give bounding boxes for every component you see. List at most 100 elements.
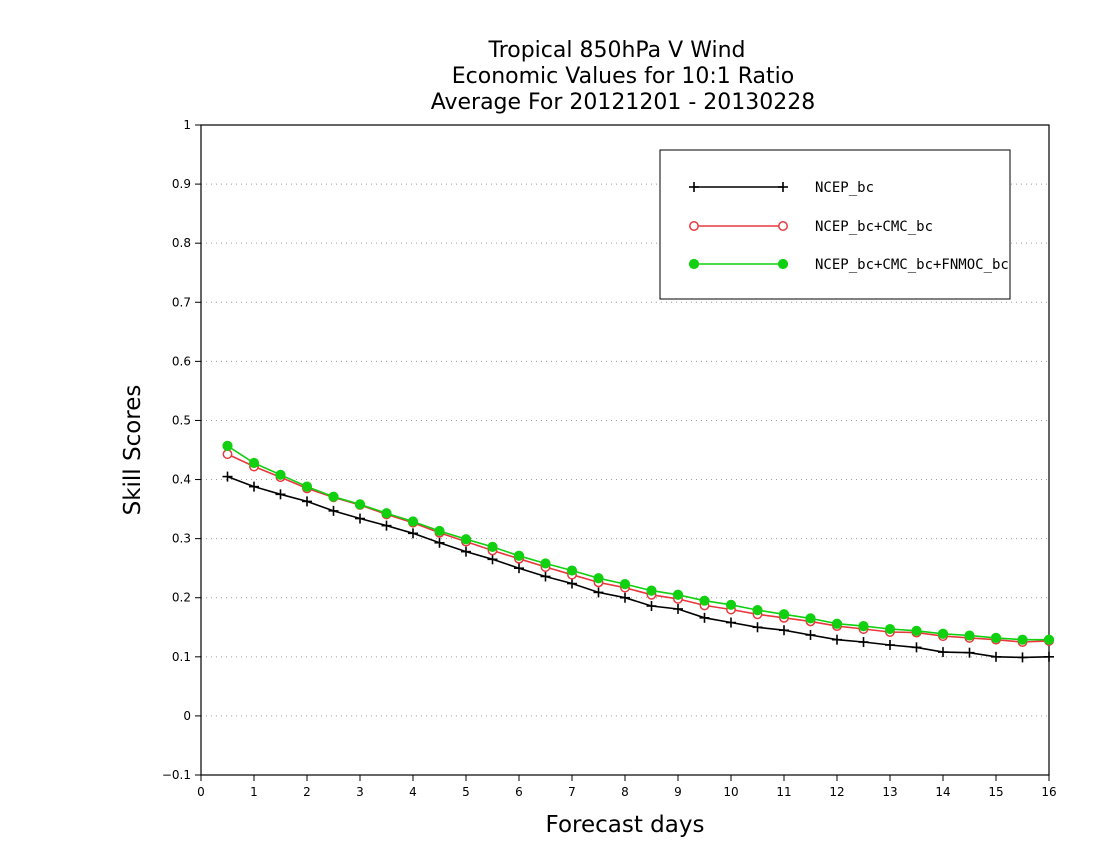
x-axis: 0 1 2 3 4 5 6 7 8 9 10 11 12 13 14 15 16 xyxy=(197,775,1057,799)
data-point xyxy=(778,609,790,620)
data-point xyxy=(381,508,392,519)
data-point xyxy=(222,449,233,460)
data-point xyxy=(805,629,816,640)
data-point xyxy=(805,613,816,624)
data-point xyxy=(964,630,975,641)
data-point xyxy=(567,578,577,589)
data-point xyxy=(725,599,737,610)
data-point xyxy=(381,520,392,531)
x-tick-label: 16 xyxy=(1041,785,1056,799)
data-point xyxy=(673,603,683,614)
data-point xyxy=(487,554,498,565)
series-1 xyxy=(222,471,1054,663)
data-point xyxy=(911,625,922,636)
data-point xyxy=(408,528,418,539)
data-point xyxy=(593,587,604,598)
y-tick-label: 0.6 xyxy=(172,354,191,368)
legend-entry: NCEP_bc xyxy=(689,180,874,196)
legend-box xyxy=(659,149,1011,300)
data-point xyxy=(672,589,684,600)
series-3 xyxy=(222,440,1055,645)
x-tick-label: 5 xyxy=(462,785,470,799)
y-tick-label: 0.4 xyxy=(172,473,191,487)
legend-marker xyxy=(689,182,699,192)
x-tick-label: 0 xyxy=(197,785,205,799)
x-tick-label: 12 xyxy=(829,785,844,799)
data-point xyxy=(461,546,471,557)
data-point xyxy=(407,516,419,527)
data-point xyxy=(593,573,604,584)
data-point xyxy=(301,481,313,492)
x-tick-label: 13 xyxy=(882,785,897,799)
y-axis: −0.1 0 0.1 0.2 0.3 0.4 0.5 0.6 0.7 0.8 0.9 1 xyxy=(162,118,201,782)
x-tick-label: 4 xyxy=(409,785,417,799)
legend-label: NCEP_bc+CMC_bc xyxy=(815,219,933,235)
x-tick-label: 14 xyxy=(935,785,950,799)
data-point xyxy=(1043,634,1055,645)
data-point xyxy=(540,571,551,582)
chart-title-block: Tropical 850hPa V Wind Economic Values f… xyxy=(431,38,816,115)
data-point xyxy=(699,612,710,623)
data-point xyxy=(991,651,1001,662)
y-tick-label: 1 xyxy=(183,118,191,132)
data-point xyxy=(355,513,365,524)
x-tick-label: 1 xyxy=(250,785,258,799)
data-point xyxy=(937,628,949,639)
data-point xyxy=(434,537,445,548)
data-point xyxy=(831,618,843,629)
series-line xyxy=(227,453,1050,643)
legend-marker xyxy=(778,221,788,231)
data-point xyxy=(990,632,1002,644)
legend-label: NCEP_bc xyxy=(815,180,874,196)
data-point xyxy=(514,563,524,574)
legend-marker xyxy=(688,258,700,270)
y-tick-label: 0.1 xyxy=(172,650,191,664)
legend-label: NCEP_bc+CMC_bc+FNMOC_bc xyxy=(815,257,1009,273)
data-point xyxy=(858,637,869,648)
y-tick-label: 0.3 xyxy=(172,532,191,546)
data-point xyxy=(1044,651,1054,662)
chart-title: Tropical 850hPa V Wind xyxy=(487,38,745,63)
chart-subtitle-line-2: Average For 20121201 - 20130228 xyxy=(431,90,816,115)
data-point xyxy=(699,595,710,606)
x-tick-label: 11 xyxy=(776,785,791,799)
data-point xyxy=(752,622,763,633)
data-point xyxy=(726,617,736,628)
series-layer xyxy=(222,440,1055,663)
x-tick-label: 9 xyxy=(674,785,682,799)
y-tick-label: 0.9 xyxy=(172,177,191,191)
x-tick-label: 15 xyxy=(988,785,1003,799)
x-tick-label: 10 xyxy=(723,785,738,799)
data-point xyxy=(885,640,895,650)
legend-entry: NCEP_bc+CMC_bc+FNMOC_bc xyxy=(688,257,1009,273)
y-tick-label: 0.5 xyxy=(172,413,191,427)
y-tick-label: 0.2 xyxy=(172,591,191,605)
x-tick-label: 7 xyxy=(568,785,576,799)
data-point xyxy=(302,496,312,507)
data-point xyxy=(964,647,975,658)
data-point xyxy=(858,620,869,632)
y-tick-label: 0.7 xyxy=(172,295,191,309)
data-point xyxy=(619,579,631,590)
data-point xyxy=(566,565,578,576)
series-2 xyxy=(222,449,1054,647)
plot-frame xyxy=(200,124,1050,776)
x-tick-label: 6 xyxy=(515,785,523,799)
data-point xyxy=(884,623,896,635)
x-tick-label: 3 xyxy=(356,785,364,799)
legend-entry: NCEP_bc+CMC_bc xyxy=(689,219,933,235)
legend-marker xyxy=(689,221,699,231)
data-point xyxy=(938,647,948,658)
data-point xyxy=(540,558,551,569)
data-point xyxy=(460,534,472,545)
data-point xyxy=(752,605,763,616)
x-tick-label: 8 xyxy=(621,785,629,799)
data-point xyxy=(487,541,498,553)
data-point xyxy=(1017,652,1028,663)
x-axis-label: Forecast days xyxy=(546,812,705,838)
data-point xyxy=(620,592,630,603)
data-point xyxy=(832,634,842,645)
data-point xyxy=(222,471,233,482)
legend-marker xyxy=(777,258,789,270)
y-tick-label: 0.8 xyxy=(172,236,191,250)
